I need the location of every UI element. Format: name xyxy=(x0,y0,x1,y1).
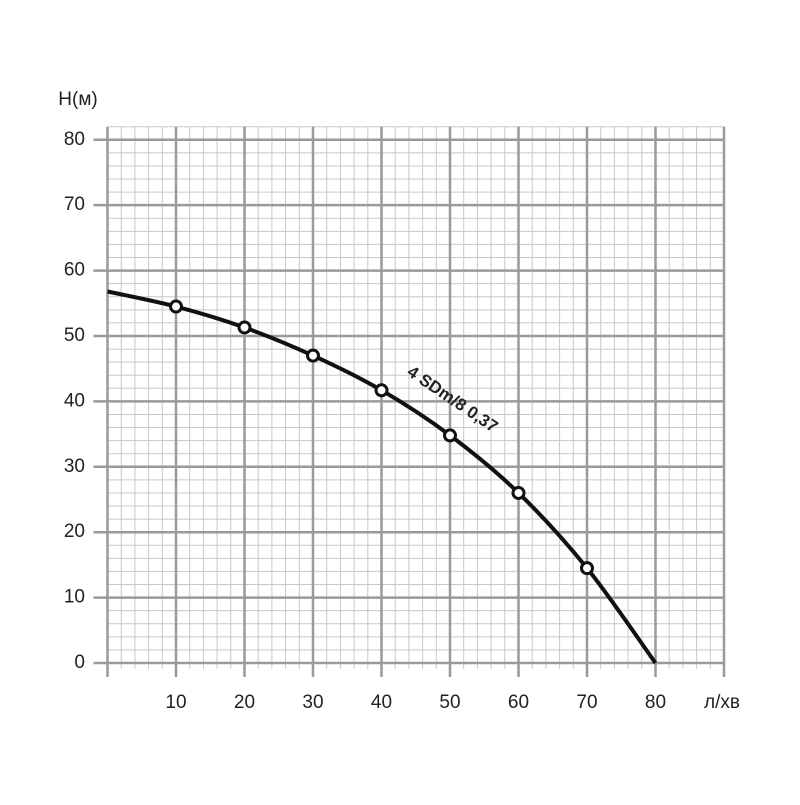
point-marker xyxy=(443,428,457,443)
y-tick-label: 30 xyxy=(64,456,85,477)
y-tick-label: 0 xyxy=(74,652,85,673)
x-tick-label: 10 xyxy=(165,692,186,713)
x-tick-label: 50 xyxy=(439,692,460,713)
x-tick-label: 30 xyxy=(302,692,323,713)
y-axis-label: H(м) xyxy=(58,89,97,110)
point-marker xyxy=(511,485,526,500)
x-tick-label: 80 xyxy=(645,692,666,713)
x-tick-label: 20 xyxy=(234,692,255,713)
x-axis-label: л/хв xyxy=(704,692,740,713)
point-marker xyxy=(237,320,252,335)
y-tick-label: 10 xyxy=(64,587,85,608)
point-marker xyxy=(169,299,183,314)
y-tick-label: 40 xyxy=(64,390,85,411)
y-tick-label: 50 xyxy=(64,325,85,346)
y-tick-label: 60 xyxy=(64,260,85,281)
y-tick-label: 80 xyxy=(64,129,85,150)
point-marker xyxy=(306,348,320,363)
point-marker xyxy=(374,383,389,398)
x-tick-label: 40 xyxy=(371,692,392,713)
curve-annotation: 4 SDm/8 0,37 xyxy=(404,362,502,436)
y-tick-label: 20 xyxy=(64,521,85,542)
x-tick-label: 70 xyxy=(576,692,597,713)
point-marker xyxy=(580,561,594,576)
y-tick-label: 70 xyxy=(64,194,85,215)
x-tick-label: 60 xyxy=(508,692,529,713)
curve xyxy=(107,289,658,665)
